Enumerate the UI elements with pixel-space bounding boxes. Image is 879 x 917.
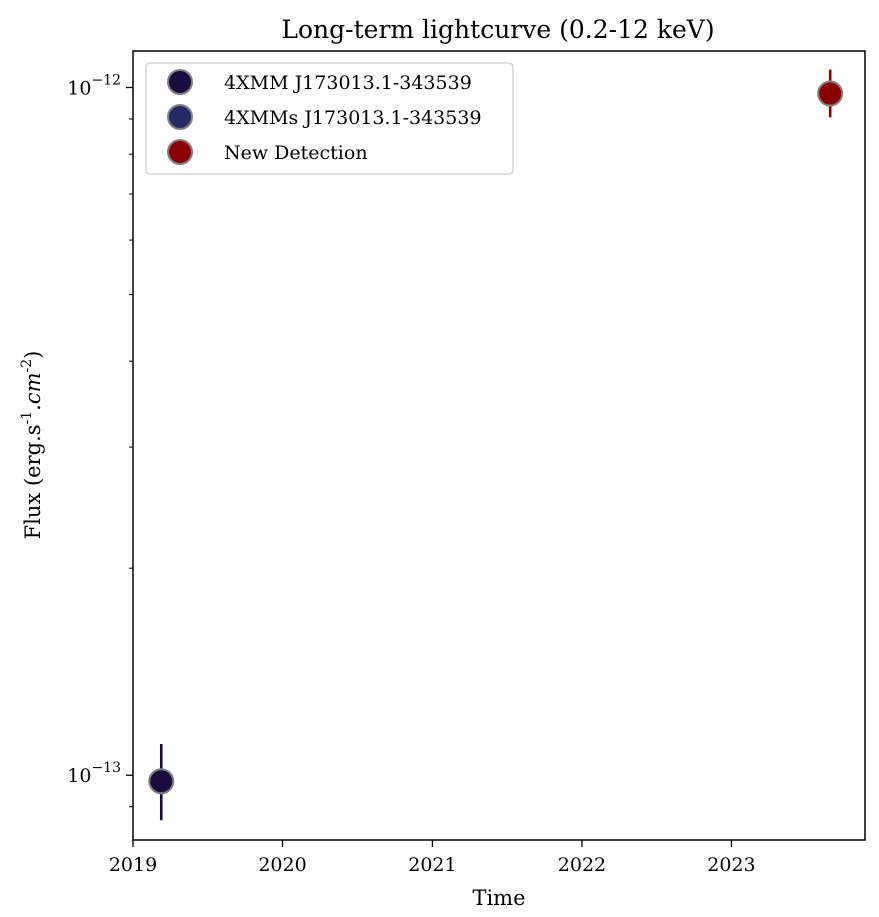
chart-title: Long-term lightcurve (0.2-12 keV) xyxy=(281,15,714,44)
plot-area xyxy=(132,50,866,841)
y-tick-label: 10−13 xyxy=(67,760,121,787)
x-axis-label: Time xyxy=(472,886,525,910)
data-marks xyxy=(148,69,844,821)
y-axis: 10−13 10−12 xyxy=(67,73,133,787)
y-minor-ticks xyxy=(129,118,133,808)
legend-label: 4XMMs J173013.1-343539 xyxy=(224,107,482,129)
legend-marker xyxy=(167,139,193,165)
x-tick-label: 2021 xyxy=(408,854,456,876)
legend-label: New Detection xyxy=(224,142,368,164)
legend-marker xyxy=(167,69,193,95)
legend-marker xyxy=(167,104,193,130)
y-axis-label: Flux (erg.s-1.cm-2) xyxy=(19,351,45,540)
x-tick-label: 2019 xyxy=(109,854,157,876)
legend-label: 4XMM J173013.1-343539 xyxy=(224,72,472,94)
x-tick-label: 2020 xyxy=(258,854,306,876)
y-tick-label: 10−12 xyxy=(67,73,121,100)
data-point xyxy=(817,80,844,107)
x-tick-label: 2022 xyxy=(558,854,606,876)
x-axis: 2019 2020 2021 2022 2023 xyxy=(109,840,756,876)
legend: 4XMM J173013.1-343539 4XMMs J173013.1-343… xyxy=(145,62,514,175)
data-point xyxy=(148,768,175,795)
x-tick-label: 2023 xyxy=(707,854,755,876)
legend-frame xyxy=(145,62,514,175)
